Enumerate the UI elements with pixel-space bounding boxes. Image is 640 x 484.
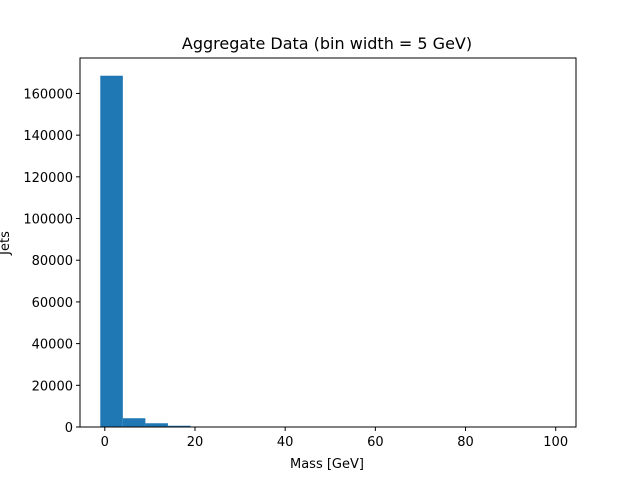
y-tick-label: 140000 [23, 129, 73, 144]
histogram-bar-1 [123, 418, 146, 427]
y-tick-label: 120000 [23, 171, 73, 186]
bars-group [100, 76, 438, 427]
x-axis-label: Mass [GeV] [290, 457, 364, 472]
y-tick-label: 80000 [32, 254, 73, 269]
y-axis-label: Jets [0, 231, 13, 256]
x-tick-label: 0 [101, 435, 109, 450]
plot-frame [80, 58, 576, 427]
x-tick-label: 60 [367, 435, 384, 450]
chart-title: Aggregate Data (bin width = 5 GeV) [182, 34, 472, 53]
y-tick-label: 20000 [32, 379, 73, 394]
y-tick-label: 40000 [32, 338, 73, 353]
y-tick-label: 100000 [23, 213, 73, 228]
histogram-bar-0 [100, 76, 123, 427]
x-tick-label: 100 [543, 435, 568, 450]
x-tick-label: 20 [187, 435, 204, 450]
y-tick-label: 60000 [32, 296, 73, 311]
x-tick-label: 80 [457, 435, 474, 450]
y-tick-label: 0 [65, 421, 73, 436]
y-tick-label: 160000 [23, 87, 73, 102]
x-tick-label: 40 [277, 435, 294, 450]
histogram-bar-2 [145, 423, 168, 427]
